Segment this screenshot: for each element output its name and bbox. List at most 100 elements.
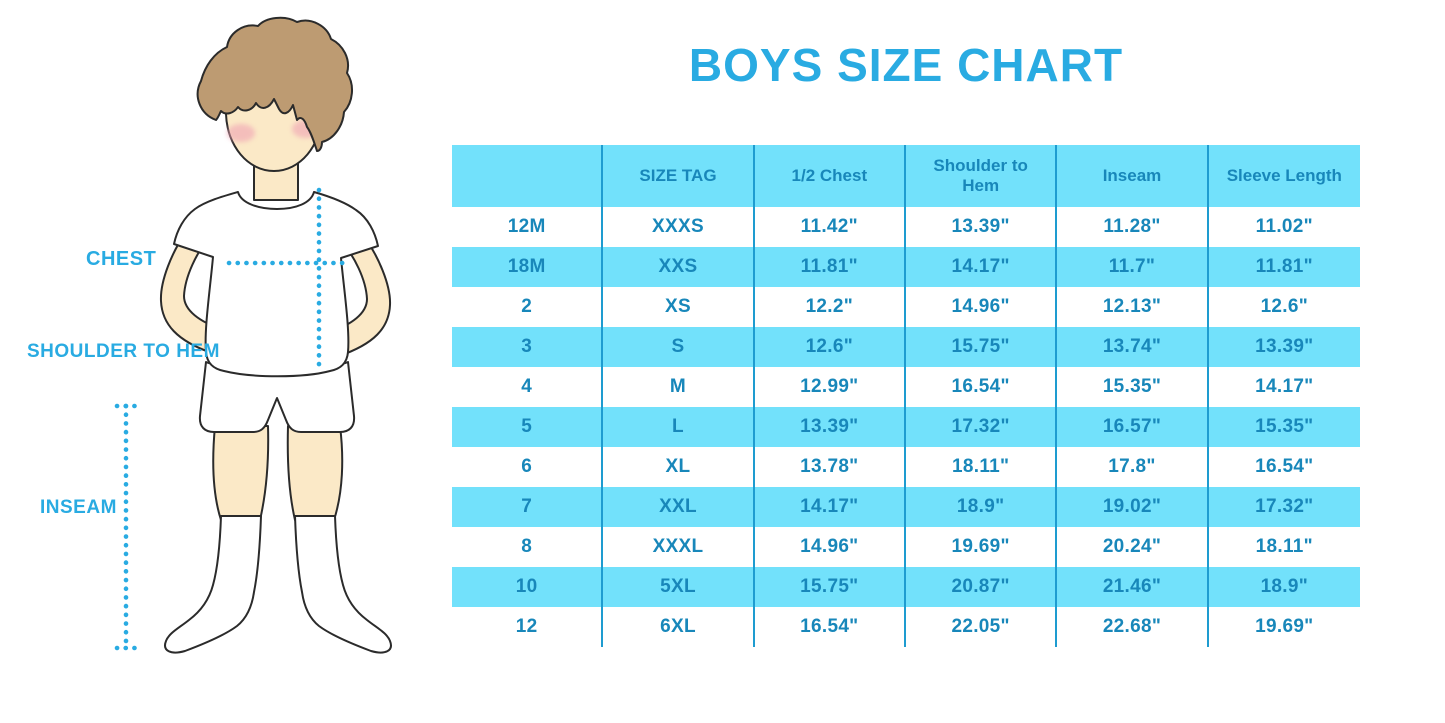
size-tag-cell: L: [603, 407, 755, 447]
measurement-cell: 11.28": [1057, 207, 1209, 247]
measurement-cell: 16.57": [1057, 407, 1209, 447]
measurement-cell: 16.54": [1208, 447, 1360, 487]
boy-measurement-illustration: [114, 16, 392, 654]
column-header: [452, 145, 604, 207]
table-row: 2 XS 12.2" 14.96" 12.13" 12.6": [452, 287, 1360, 327]
table-row: 6 XL 13.78" 18.11" 17.8" 16.54": [452, 447, 1360, 487]
measurement-cell: 22.68": [1057, 607, 1209, 647]
measurement-cell: 20.24": [1057, 527, 1209, 567]
measurement-cell: 15.35": [1208, 407, 1360, 447]
table-row: 18M XXS 11.81" 14.17" 11.7" 11.81": [452, 247, 1360, 287]
size-table-header-row: SIZE TAG 1/2 Chest Shoulder to Hem Inseam Sl…: [452, 145, 1360, 207]
measurement-cell: 11.81": [754, 247, 906, 287]
measurement-cell: 16.54": [905, 367, 1058, 407]
measurement-cell: 13.39": [754, 407, 906, 447]
column-header: Shoulder to Hem: [905, 145, 1058, 207]
measurement-cell: 17.32": [1208, 487, 1360, 527]
measurement-cell: 18.9": [1208, 567, 1360, 607]
column-header: Sleeve Length: [1208, 145, 1360, 207]
right-leg: [286, 425, 344, 521]
size-cell: 8: [452, 527, 604, 567]
measurement-cell: 14.17": [1208, 367, 1360, 407]
measurement-cell: 13.39": [1208, 327, 1360, 367]
measurement-cell: 20.87": [905, 567, 1058, 607]
hair: [196, 16, 353, 152]
measurement-cell: 22.05": [905, 607, 1058, 647]
measurement-cell: 13.39": [905, 207, 1058, 247]
measurement-cell: 12.99": [754, 367, 906, 407]
size-cell: 2: [452, 287, 604, 327]
measurement-lines: [114, 187, 351, 651]
measurement-cell: 14.17": [905, 247, 1058, 287]
chest-label: CHEST: [86, 248, 157, 270]
column-header: 1/2 Chest: [754, 145, 906, 207]
t-shirt: [173, 191, 379, 378]
left-blush: [227, 124, 255, 142]
size-tag-cell: XS: [603, 287, 755, 327]
measurement-cell: 11.81": [1208, 247, 1360, 287]
size-cell: 18M: [452, 247, 604, 287]
measurement-cell: 14.96": [754, 527, 906, 567]
measurement-cell: 19.02": [1057, 487, 1209, 527]
measurement-cell: 14.96": [905, 287, 1058, 327]
measurement-cell: 13.74": [1057, 327, 1209, 367]
column-header: SIZE TAG: [603, 145, 755, 207]
measurement-cell: 11.42": [754, 207, 906, 247]
table-row: 5 L 13.39" 17.32" 16.57" 15.35": [452, 407, 1360, 447]
measurement-cell: 18.11": [905, 447, 1058, 487]
size-tag-cell: XL: [603, 447, 755, 487]
left-sock: [164, 515, 262, 654]
size-cell: 10: [452, 567, 604, 607]
size-cell: 12M: [452, 207, 604, 247]
size-tag-cell: S: [603, 327, 755, 367]
right-sock: [294, 515, 392, 654]
size-tag-cell: XXL: [603, 487, 755, 527]
size-tag-cell: XXS: [603, 247, 755, 287]
size-tag-cell: 5XL: [603, 567, 755, 607]
size-tag-cell: XXXS: [603, 207, 755, 247]
measurement-cell: 13.78": [754, 447, 906, 487]
measurement-cell: 16.54": [754, 607, 906, 647]
measurement-cell: 11.7": [1057, 247, 1209, 287]
measurement-cell: 15.35": [1057, 367, 1209, 407]
table-row: 7 XXL 14.17" 18.9" 19.02" 17.32": [452, 487, 1360, 527]
left-leg: [212, 425, 270, 521]
measurement-cell: 17.8": [1057, 447, 1209, 487]
measurement-cell: 11.02": [1208, 207, 1360, 247]
measurement-cell: 14.17": [754, 487, 906, 527]
table-row: 12 6XL 16.54" 22.05" 22.68" 19.69": [452, 607, 1360, 647]
size-cell: 12: [452, 607, 604, 647]
size-cell: 4: [452, 367, 604, 407]
measurement-cell: 15.75": [754, 567, 906, 607]
measurement-cell: 21.46": [1057, 567, 1209, 607]
table-row: 8 XXXL 14.96" 19.69" 20.24" 18.11": [452, 527, 1360, 567]
measurement-cell: 19.69": [905, 527, 1058, 567]
column-header: Inseam: [1057, 145, 1209, 207]
size-table: SIZE TAG 1/2 Chest Shoulder to Hem Inseam Sl…: [452, 145, 1360, 647]
table-row: 4 M 12.99" 16.54" 15.35" 14.17": [452, 367, 1360, 407]
size-tag-cell: M: [603, 367, 755, 407]
size-cell: 3: [452, 327, 604, 367]
size-cell: 6: [452, 447, 604, 487]
size-tag-cell: XXXL: [603, 527, 755, 567]
measurement-cell: 12.2": [754, 287, 906, 327]
table-row: 10 5XL 15.75" 20.87" 21.46" 18.9": [452, 567, 1360, 607]
measurement-cell: 12.6": [754, 327, 906, 367]
size-cell: 5: [452, 407, 604, 447]
figure-area: CHEST SHOULDER TO HEM INSEAM: [0, 0, 452, 723]
table-row: 12M XXXS 11.42" 13.39" 11.28" 11.02": [452, 207, 1360, 247]
inseam-label: INSEAM: [40, 497, 117, 518]
measurement-cell: 18.9": [905, 487, 1058, 527]
measurement-cell: 15.75": [905, 327, 1058, 367]
size-cell: 7: [452, 487, 604, 527]
shoulder-to-hem-label: SHOULDER TO HEM: [27, 341, 220, 362]
measurement-cell: 17.32": [905, 407, 1058, 447]
size-tag-cell: 6XL: [603, 607, 755, 647]
measurement-cell: 18.11": [1208, 527, 1360, 567]
table-row: 3 S 12.6" 15.75" 13.74" 13.39": [452, 327, 1360, 367]
measurement-cell: 19.69": [1208, 607, 1360, 647]
page-title: BOYS SIZE CHART: [688, 39, 1124, 91]
measurement-cell: 12.6": [1208, 287, 1360, 327]
measurement-cell: 12.13": [1057, 287, 1209, 327]
